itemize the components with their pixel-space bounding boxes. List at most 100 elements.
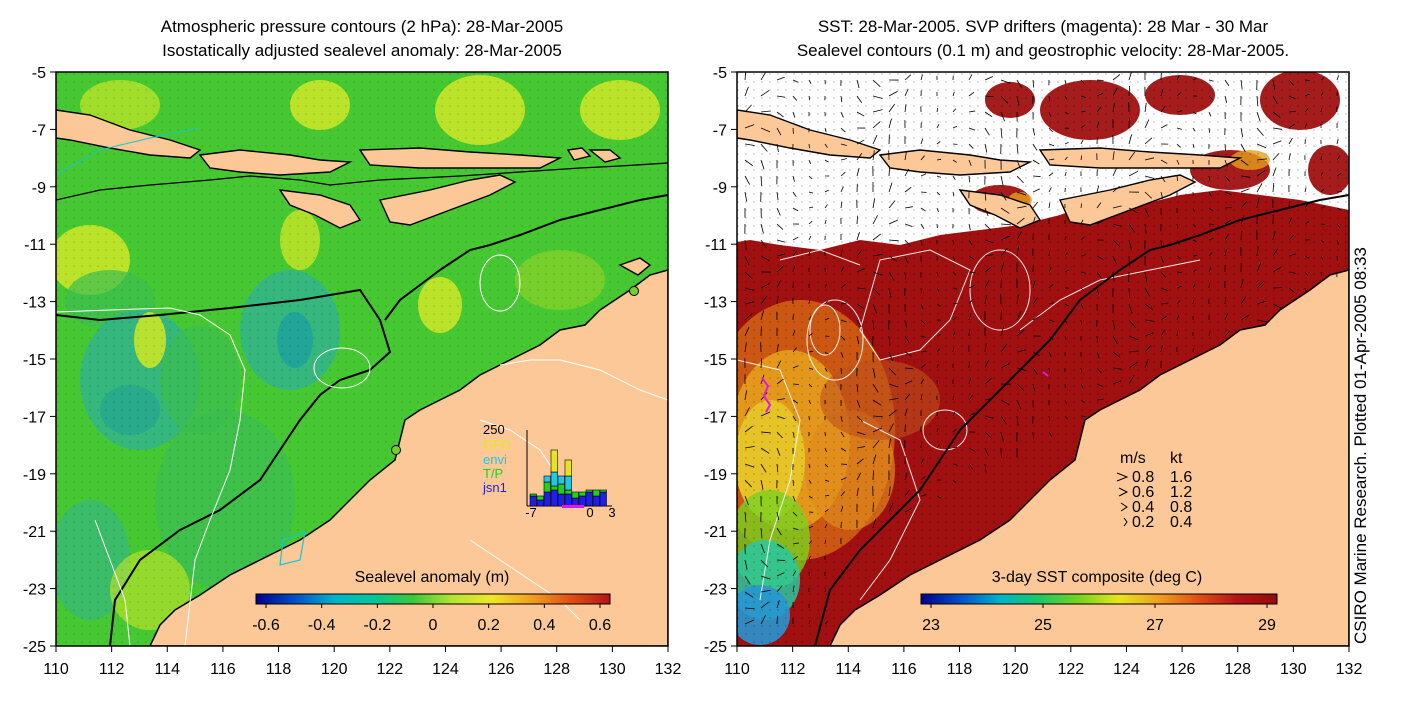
velocity-arrow	[1032, 367, 1038, 375]
velocity-arrow	[1336, 138, 1339, 145]
velocity-arrow	[1304, 187, 1307, 193]
velocity-arrow	[1048, 111, 1052, 118]
velocity-arrow	[1032, 79, 1035, 88]
velocity-arrow	[808, 555, 811, 561]
velocity-arrow	[1112, 335, 1118, 344]
velocity-arrow	[888, 200, 896, 209]
velocity-legend-kt: 0.4	[1170, 514, 1192, 531]
velocity-arrow	[1064, 236, 1067, 241]
velocity-arrow	[1288, 234, 1295, 241]
velocity-arrow	[968, 447, 975, 452]
velocity-arrow	[1160, 239, 1162, 248]
velocity-arrow	[744, 407, 750, 417]
velocity-arrow	[872, 518, 877, 529]
velocity-arrow	[1160, 191, 1164, 200]
velocity-arrow	[792, 586, 795, 593]
velocity-arrow	[824, 509, 829, 513]
velocity-arrow	[1112, 205, 1122, 209]
velocity-arrow	[1224, 219, 1231, 225]
inset-bar	[557, 475, 565, 485]
velocity-arrow	[1000, 95, 1009, 104]
velocity-arrow	[1000, 363, 1010, 369]
velocity-arrow	[1032, 431, 1034, 440]
velocity-arrow	[872, 79, 881, 87]
velocity-arrow	[1272, 266, 1281, 273]
velocity-arrow	[856, 249, 863, 257]
velocity-arrow	[840, 415, 843, 422]
velocity-arrow	[808, 191, 814, 194]
velocity-arrow	[952, 287, 958, 290]
velocity-arrow	[1240, 127, 1244, 138]
velocity-arrow	[1048, 431, 1052, 437]
velocity-arrow	[1080, 124, 1085, 129]
velocity-arrow	[968, 285, 975, 289]
velocity-arrow	[808, 79, 812, 84]
velocity-arrow	[824, 463, 829, 468]
inset-time-marker	[562, 505, 584, 508]
velocity-arrow	[968, 298, 974, 305]
velocity-arrow	[824, 317, 830, 321]
x-tick-label: 112	[780, 661, 806, 678]
y-tick-label: -23	[23, 582, 46, 599]
velocity-arrow	[1032, 201, 1039, 209]
colorbar-tick-label: 0.2	[478, 617, 500, 634]
velocity-arrow	[744, 301, 755, 305]
velocity-arrow	[904, 104, 907, 113]
velocity-arrow	[840, 302, 847, 305]
velocity-arrow	[1256, 280, 1265, 289]
velocity-arrow	[1112, 87, 1118, 97]
velocity-arrow	[1320, 77, 1325, 81]
velocity-arrow	[1192, 269, 1197, 273]
velocity-arrow	[744, 511, 747, 522]
x-tick-label: 120	[321, 661, 348, 678]
velocity-arrow	[776, 76, 785, 81]
velocity-arrow	[984, 463, 987, 473]
velocity-arrow	[1144, 344, 1152, 353]
velocity-arrow	[840, 266, 845, 273]
x-tick-label: 124	[1113, 661, 1140, 678]
velocity-arrow	[776, 295, 779, 305]
velocity-arrow	[808, 316, 812, 321]
inset-bar	[571, 497, 579, 507]
inset-bar	[536, 495, 544, 501]
velocity-arrow	[1048, 284, 1054, 289]
velocity-arrow	[1144, 319, 1155, 322]
velocity-arrow	[1160, 287, 1168, 292]
velocity-arrow	[904, 335, 910, 343]
velocity-arrow	[968, 255, 975, 260]
velocity-arrow	[1112, 380, 1122, 385]
velocity-arrow	[1080, 319, 1082, 325]
velocity-arrow	[1128, 350, 1139, 353]
velocity-arrow	[824, 620, 829, 625]
velocity-arrow	[872, 399, 882, 406]
pressure-contours	[56, 254, 668, 646]
velocity-arrow	[792, 191, 797, 198]
right-title-line2: Sealevel contours (0.1 m) and geostrophi…	[797, 41, 1289, 60]
velocity-arrow	[856, 95, 863, 104]
velocity-arrow	[1144, 359, 1149, 369]
velocity-arrow	[1128, 86, 1131, 97]
velocity-arrow	[952, 175, 956, 180]
inset-bar	[578, 495, 586, 507]
velocity-arrow	[792, 383, 799, 385]
velocity-arrow	[824, 539, 827, 545]
velocity-arrow	[1224, 233, 1229, 241]
velocity-arrow	[840, 284, 846, 289]
velocity-arrow	[920, 223, 925, 229]
velocity-arrow	[856, 383, 859, 393]
velocity-arrow	[984, 415, 994, 419]
velocity-arrow	[1176, 75, 1180, 81]
velocity-arrow	[1032, 143, 1038, 151]
velocity-arrow	[1128, 207, 1138, 214]
velocity-arrow	[824, 127, 827, 133]
velocity-arrow	[1320, 188, 1325, 193]
velocity-arrow	[1032, 175, 1041, 177]
velocity-arrow	[952, 108, 957, 113]
velocity-arrow	[760, 543, 765, 554]
velocity-arrow	[1192, 239, 1197, 242]
velocity-arrow	[872, 121, 881, 129]
inset-bar	[550, 471, 558, 487]
velocity-arrow	[1320, 271, 1323, 277]
x-tick-label: 110	[724, 661, 750, 678]
inset-bar	[571, 491, 579, 499]
